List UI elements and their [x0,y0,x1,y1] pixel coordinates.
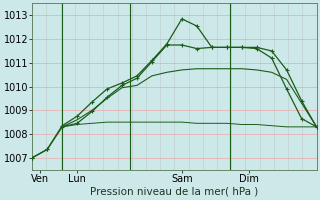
X-axis label: Pression niveau de la mer( hPa ): Pression niveau de la mer( hPa ) [90,187,259,197]
